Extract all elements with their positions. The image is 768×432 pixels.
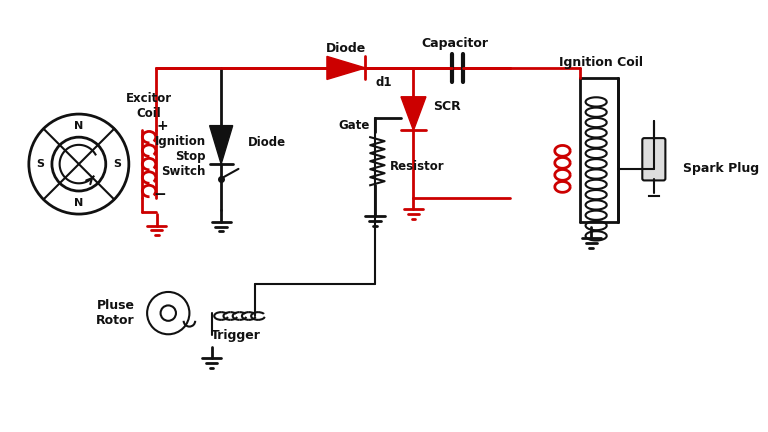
Text: Trigger: Trigger [210,329,260,342]
Text: Ignition Coil: Ignition Coil [559,56,643,69]
Text: Capacitor: Capacitor [422,38,488,51]
Text: S: S [114,159,121,169]
Text: +: + [157,119,168,133]
Polygon shape [327,57,366,79]
Text: Ignition
Stop
Switch: Ignition Stop Switch [154,135,206,178]
FancyBboxPatch shape [642,138,665,181]
Text: Resistor: Resistor [389,159,444,172]
Text: Pluse
Rotor: Pluse Rotor [96,299,134,327]
Text: Diode: Diode [248,137,286,149]
Polygon shape [210,126,233,164]
Text: Spark Plug: Spark Plug [683,162,759,175]
Text: S: S [36,159,45,169]
Text: SCR: SCR [432,100,461,113]
Text: −: − [154,187,166,202]
Polygon shape [401,97,426,130]
Text: N: N [74,197,84,207]
Text: d1: d1 [376,76,392,89]
Text: Diode: Diode [326,42,366,55]
Text: Gate: Gate [339,119,370,132]
Text: N: N [74,121,84,130]
Text: Excitor
Coil: Excitor Coil [126,92,172,121]
